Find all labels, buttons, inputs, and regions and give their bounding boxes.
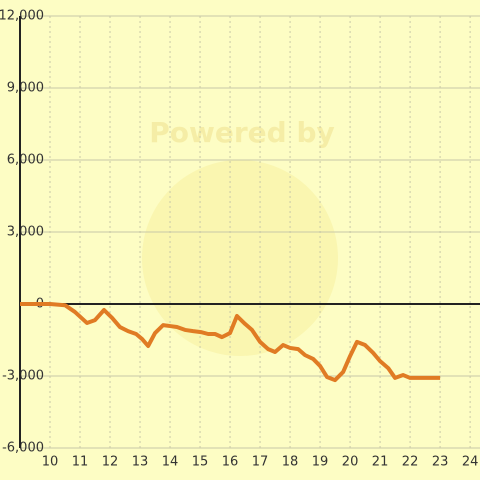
x-tick-label: 20 [342, 455, 359, 470]
x-tick-label: 16 [222, 455, 239, 470]
x-tick-label: 19 [312, 455, 329, 470]
y-tick-label: 9,000 [7, 81, 44, 96]
x-tick-label: 22 [402, 455, 419, 470]
watermark-logo [142, 160, 338, 356]
y-tick-label: 3,000 [7, 225, 44, 240]
x-tick-label: 15 [192, 455, 209, 470]
x-tick-label: 17 [252, 455, 269, 470]
x-tick-label: 24 [462, 455, 479, 470]
y-tick-label: 12,000 [0, 9, 44, 24]
x-tick-label: 21 [372, 455, 389, 470]
x-tick-label: 11 [72, 455, 89, 470]
x-tick-label: 13 [132, 455, 149, 470]
y-tick-label: 6,000 [7, 153, 44, 168]
x-tick-label: 18 [282, 455, 299, 470]
x-tick-label: 10 [42, 455, 59, 470]
x-tick-label: 14 [162, 455, 179, 470]
x-tick-label: 23 [432, 455, 449, 470]
x-tick-label: 12 [102, 455, 119, 470]
watermark: Powered by [149, 116, 335, 149]
y-tick-label: -3,000 [2, 369, 44, 384]
y-tick-label: -6,000 [2, 441, 44, 456]
data-line [20, 302, 441, 383]
